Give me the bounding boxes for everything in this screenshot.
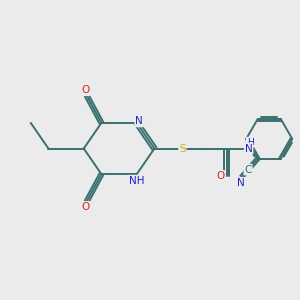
Text: N: N — [135, 116, 143, 126]
Text: NH: NH — [129, 176, 145, 186]
Text: O: O — [81, 202, 89, 212]
Text: O: O — [81, 85, 89, 95]
Text: O: O — [216, 171, 224, 181]
Text: N: N — [245, 143, 253, 154]
Text: S: S — [179, 143, 186, 154]
Text: C: C — [244, 165, 252, 175]
Text: N: N — [237, 178, 245, 188]
Text: H: H — [247, 137, 254, 146]
